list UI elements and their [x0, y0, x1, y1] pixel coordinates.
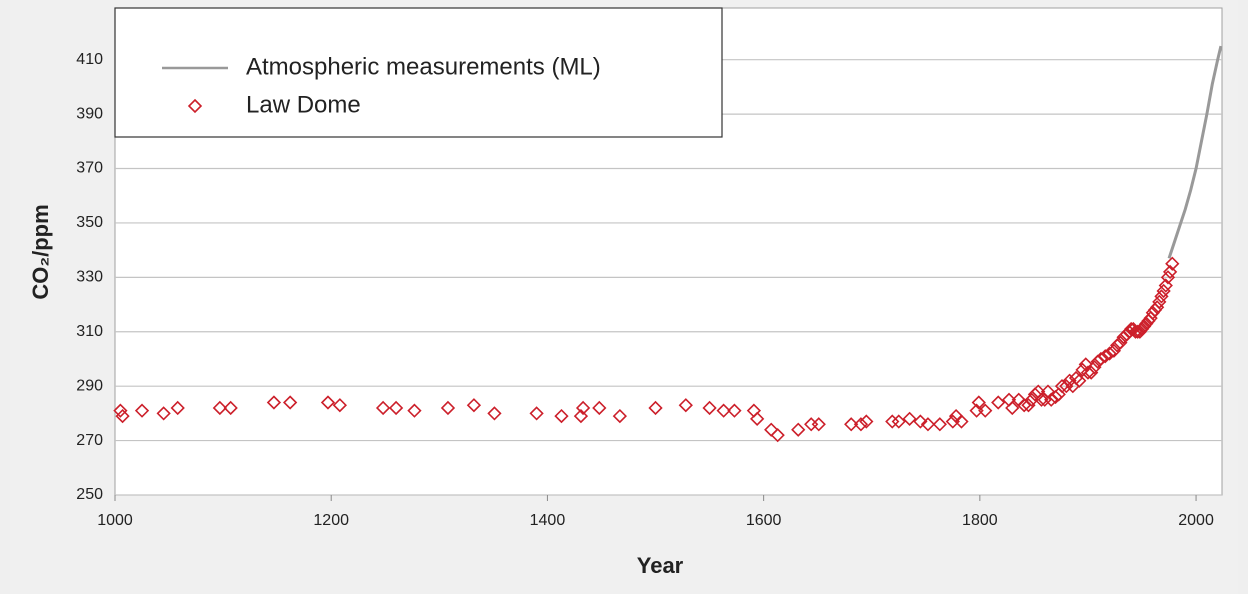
x-tick-label: 1400 — [530, 512, 566, 529]
law-dome-point — [853, 417, 869, 432]
law-dome-point — [1162, 264, 1178, 280]
x-tick-label: 1000 — [97, 512, 133, 529]
law-dome-point — [678, 398, 693, 413]
x-tick-label: 1200 — [313, 512, 349, 529]
law-dome-point — [573, 408, 589, 424]
legend-box — [114, 7, 723, 138]
law-dome-point — [282, 395, 298, 410]
x-tick-label: 1600 — [746, 512, 782, 529]
y-tick-label: 330 — [76, 269, 103, 286]
law-dome-point — [375, 400, 391, 416]
law-dome-point — [1084, 365, 1099, 380]
law-dome-point — [1005, 400, 1020, 416]
law-dome-point — [170, 400, 185, 416]
law-dome-point — [902, 411, 917, 426]
law-dome-point — [885, 414, 900, 429]
x-tick-label: 1800 — [962, 512, 998, 529]
law-dome-point — [1021, 398, 1036, 413]
law-dome-point — [954, 414, 969, 429]
law-dome-point — [1128, 324, 1143, 339]
law-dome-point — [702, 400, 717, 416]
law-dome-point — [554, 408, 569, 424]
law-dome-point — [1078, 357, 1093, 372]
law-dome-point — [612, 408, 627, 424]
law-dome-point — [388, 400, 404, 416]
law-dome-point — [913, 414, 928, 429]
law-dome-point — [791, 422, 806, 437]
y-tick-label: 410 — [76, 51, 103, 68]
law-dome-point — [932, 417, 947, 432]
law-dome-point — [156, 406, 171, 421]
law-dome-point — [1072, 373, 1087, 388]
law-dome-point — [716, 403, 731, 418]
law-dome-point — [1110, 338, 1125, 353]
law-dome-point — [770, 428, 785, 443]
law-dome-point — [529, 406, 544, 421]
law-dome-point — [1098, 349, 1113, 364]
law-dome-point — [859, 414, 874, 429]
law-dome-point — [991, 395, 1006, 410]
law-dome-point — [891, 414, 906, 429]
law-dome-point — [223, 400, 238, 416]
law-dome-point — [1158, 278, 1173, 293]
law-dome-point — [407, 403, 422, 418]
y-tick-label: 390 — [76, 105, 103, 122]
legend-label: Atmospheric measurements (ML) — [246, 53, 601, 80]
legend-label: Law Dome — [246, 91, 361, 118]
law-dome-point — [750, 411, 765, 426]
law-dome-point — [115, 408, 130, 424]
law-dome-point — [1102, 346, 1117, 361]
law-dome-point — [1116, 330, 1131, 345]
x-axis-title: Year — [637, 553, 684, 578]
law-dome-point — [320, 395, 336, 410]
law-dome-point — [332, 398, 347, 413]
law-dome-point — [1093, 351, 1109, 367]
y-tick-label: 310 — [76, 323, 103, 340]
law-dome-point — [1024, 392, 1039, 407]
law-dome-point — [212, 400, 227, 416]
law-dome-point — [920, 417, 936, 432]
ml-line — [1167, 45, 1223, 259]
law-dome-point — [1048, 389, 1063, 405]
law-dome-point — [1113, 335, 1128, 350]
law-dome-point — [266, 395, 282, 410]
law-dome-point — [134, 403, 150, 418]
law-dome-point — [1106, 343, 1122, 358]
law-dome-point — [1087, 359, 1102, 375]
law-dome-point — [575, 400, 591, 416]
law-dome-point — [440, 400, 456, 416]
law-dome-point — [648, 400, 663, 416]
law-dome-point — [1062, 373, 1077, 388]
law-dome-point — [487, 406, 502, 421]
law-dome-point — [811, 417, 826, 432]
law-dome-point — [978, 403, 993, 418]
y-tick-label: 270 — [76, 432, 103, 449]
law-dome-point — [592, 400, 607, 416]
y-tick-label: 290 — [76, 377, 103, 394]
law-dome-point — [727, 403, 742, 418]
y-axis-title: CO₂/ppm — [28, 204, 53, 299]
legend-diamond — [187, 98, 203, 114]
law-dome-point — [1059, 379, 1074, 394]
law-dome-point — [466, 398, 482, 413]
y-tick-label: 350 — [76, 214, 103, 231]
law-dome-point — [844, 417, 859, 432]
law-dome-point — [1165, 256, 1180, 271]
y-tick-label: 250 — [76, 486, 103, 503]
law-dome-point — [113, 403, 128, 418]
x-tick-label: 2000 — [1178, 512, 1214, 529]
law-dome-point — [971, 395, 986, 410]
y-tick-label: 370 — [76, 160, 103, 177]
law-dome-point — [1034, 392, 1049, 407]
